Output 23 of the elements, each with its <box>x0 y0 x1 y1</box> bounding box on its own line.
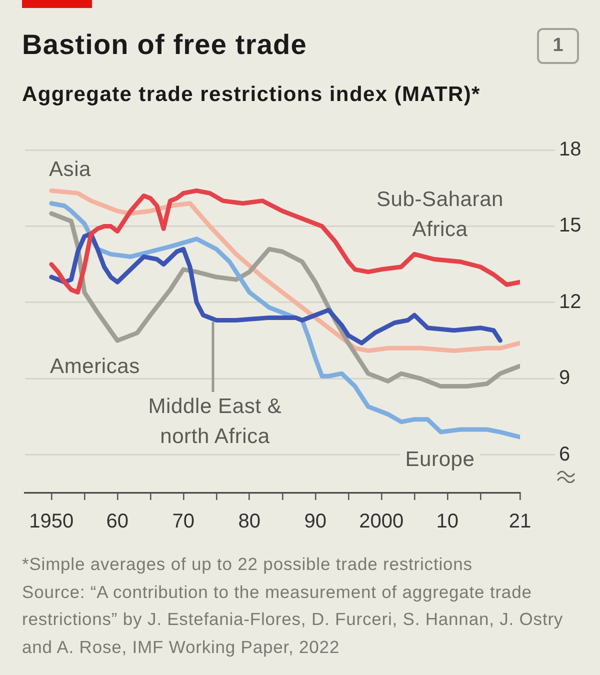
x-tick-label: 21 <box>508 510 532 533</box>
chart-subtitle: Aggregate trade restrictions index (MATR)* <box>22 82 480 108</box>
text: *Simple averages of up to 22 possible trade restrictions <box>22 553 474 576</box>
y-tick-label: 18 <box>559 138 582 161</box>
y-tick-label: 6 <box>559 443 570 466</box>
x-tick-label: 10 <box>436 510 459 533</box>
series-label: Sub-Saharan Africa <box>376 188 504 241</box>
chart-title: Bastion of free trade <box>22 29 307 61</box>
x-tick-label: 80 <box>238 510 261 533</box>
x-tick-label: 90 <box>304 510 327 533</box>
series-label: Europe <box>405 448 475 471</box>
x-tick-label: 60 <box>106 510 129 533</box>
text: Middle East & north Africa <box>148 394 282 448</box>
text: 1 <box>537 28 579 64</box>
series-label: Asia <box>48 158 92 181</box>
y-tick-label: 12 <box>559 290 582 313</box>
x-tick-label: 1950 <box>29 510 74 533</box>
y-tick-label: 9 <box>559 367 570 390</box>
source-note: Source: “A contribution to the measurement of aggregate trade restrictions” by J. Estefania-Flores, D. Furceri, S. Hannan, J. Ostry and A. Rose, IMF Working Paper, 2022 <box>22 580 564 659</box>
x-tick-label: 2000 <box>359 510 404 533</box>
series-label: Americas <box>50 354 140 378</box>
y-tick-label: 15 <box>559 214 582 237</box>
x-tick-label: 70 <box>172 510 195 533</box>
